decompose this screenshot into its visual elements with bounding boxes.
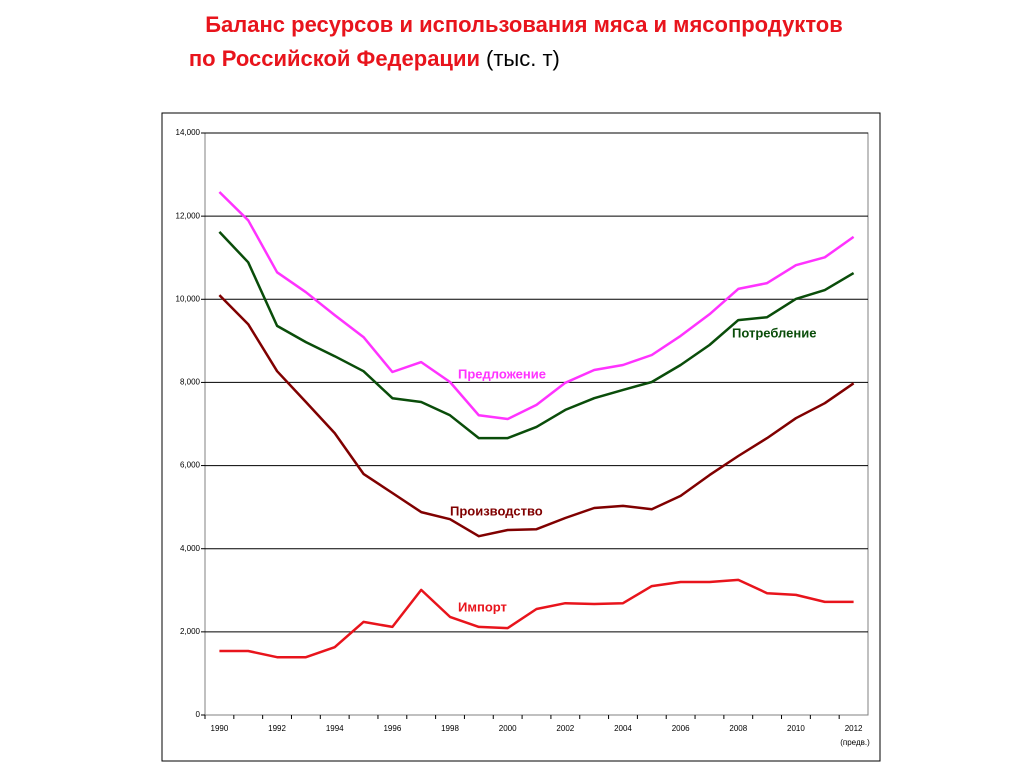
x-tick-label: 2006 — [672, 724, 690, 733]
x-tick-label: 1994 — [326, 724, 344, 733]
series-line — [218, 231, 855, 440]
x-tick-label: 2000 — [499, 724, 517, 733]
x-tick-label: 2008 — [729, 724, 747, 733]
series-label: Предложение — [458, 366, 546, 381]
series-label: Импорт — [458, 599, 507, 614]
y-tick-label: 4,000 — [180, 544, 201, 553]
series-label: Производство — [450, 503, 543, 518]
y-tick-label: 8,000 — [180, 378, 201, 387]
chart-title: Баланс ресурсов и использования мяса и м… — [205, 12, 843, 37]
x-tick-label: 2010 — [787, 724, 805, 733]
y-tick-label: 0 — [196, 710, 201, 719]
x-tick-label: 1992 — [268, 724, 286, 733]
y-tick-label: 14,000 — [176, 128, 201, 137]
plot-area — [204, 132, 869, 716]
x-tick-label: 2012 — [845, 724, 863, 733]
y-tick-label: 2,000 — [180, 627, 201, 636]
x-tick-label: 2004 — [614, 724, 632, 733]
x-tick-label: 2002 — [556, 724, 574, 733]
x-tick-label: 1990 — [211, 724, 229, 733]
y-tick-label: 10,000 — [176, 294, 201, 303]
x-note: (предв.) — [840, 738, 870, 747]
x-tick-label: 1998 — [441, 724, 459, 733]
series-line — [218, 191, 855, 421]
chart-unit: (тыс. т) — [486, 46, 560, 71]
y-tick-label: 12,000 — [176, 211, 201, 220]
series-label: Потребление — [732, 325, 816, 340]
series-line — [219, 578, 854, 659]
y-tick-label: 6,000 — [180, 461, 201, 470]
chart-title-line2: по Российской Федерации — [189, 46, 480, 71]
series-line — [218, 294, 855, 538]
x-tick-label: 1996 — [383, 724, 401, 733]
